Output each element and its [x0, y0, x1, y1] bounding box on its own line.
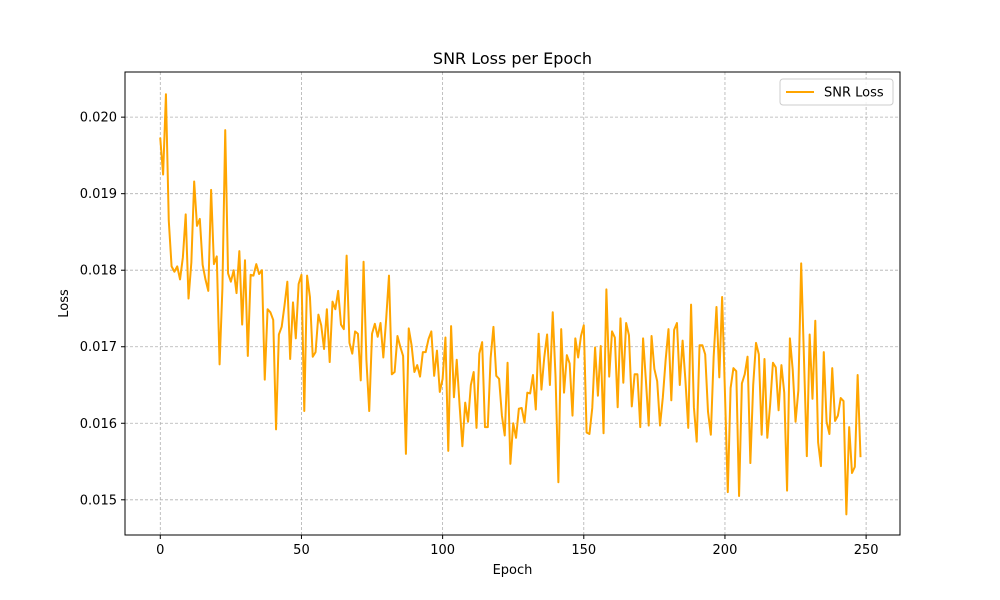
- chart-title: SNR Loss per Epoch: [433, 49, 592, 68]
- x-tick-label: 100: [430, 543, 455, 558]
- legend-box: [779, 78, 894, 106]
- x-tick-label: 200: [713, 543, 738, 558]
- y-tick-label: 0.020: [80, 111, 117, 126]
- legend-label: SNR Loss: [824, 86, 884, 101]
- y-tick-label: 0.017: [80, 340, 117, 355]
- series-layer: [159, 93, 862, 516]
- x-axis-ticks: 0 50 100 150 200 250: [156, 535, 879, 558]
- y-tick-label: 0.015: [80, 493, 117, 508]
- x-tick-label: 50: [293, 543, 310, 558]
- y-tick-label: 0.019: [80, 187, 117, 202]
- y-tick-label: 0.018: [80, 264, 117, 279]
- x-tick-label: 250: [854, 543, 879, 558]
- x-axis-label: Epoch: [493, 563, 533, 578]
- x-tick-label: 0: [156, 543, 164, 558]
- y-axis-ticks: 0.015 0.016 0.017 0.018 0.019 0.020: [80, 111, 125, 508]
- y-axis-label: Loss: [57, 289, 72, 318]
- x-tick-label: 150: [571, 543, 596, 558]
- series-line-snr-loss: [159, 93, 862, 516]
- y-tick-label: 0.016: [80, 417, 117, 432]
- plot-frame: [124, 71, 901, 536]
- legend: SNR Loss: [779, 78, 894, 106]
